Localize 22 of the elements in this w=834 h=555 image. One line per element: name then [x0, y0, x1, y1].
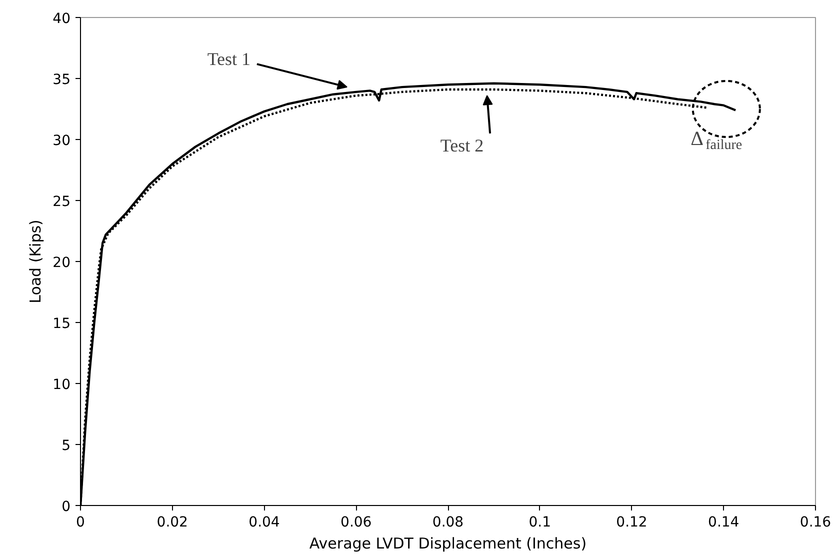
x-tick-label: 0.08 [432, 514, 464, 530]
x-tick-label: 0.14 [708, 514, 740, 530]
x-axis-title: Average LVDT Displacement (Inches) [309, 534, 587, 552]
x-tick-label: 0 [76, 514, 85, 530]
x-tick-label: 0.16 [800, 514, 832, 530]
y-tick-label: 30 [52, 133, 71, 149]
x-tick-label: 0.02 [156, 514, 188, 530]
annotation: Test 1 [207, 49, 251, 70]
y-tick-label: 15 [52, 316, 71, 332]
y-axis-title: Load (Kips) [26, 220, 45, 304]
y-tick-label: 10 [52, 377, 71, 393]
y-tick-label: 35 [52, 72, 71, 88]
x-tick-label: 0.04 [248, 514, 280, 530]
x-tick-label: 0.1 [528, 514, 552, 530]
y-tick-label: 40 [52, 11, 71, 27]
x-tick-label: 0.06 [340, 514, 372, 530]
y-tick-label: 5 [62, 438, 71, 454]
x-tick-label: 0.12 [616, 514, 648, 530]
y-tick-label: 20 [52, 255, 71, 271]
y-tick-label: 0 [62, 499, 71, 515]
annotation: Test 2 [440, 135, 484, 156]
y-tick-label: 25 [52, 194, 71, 210]
